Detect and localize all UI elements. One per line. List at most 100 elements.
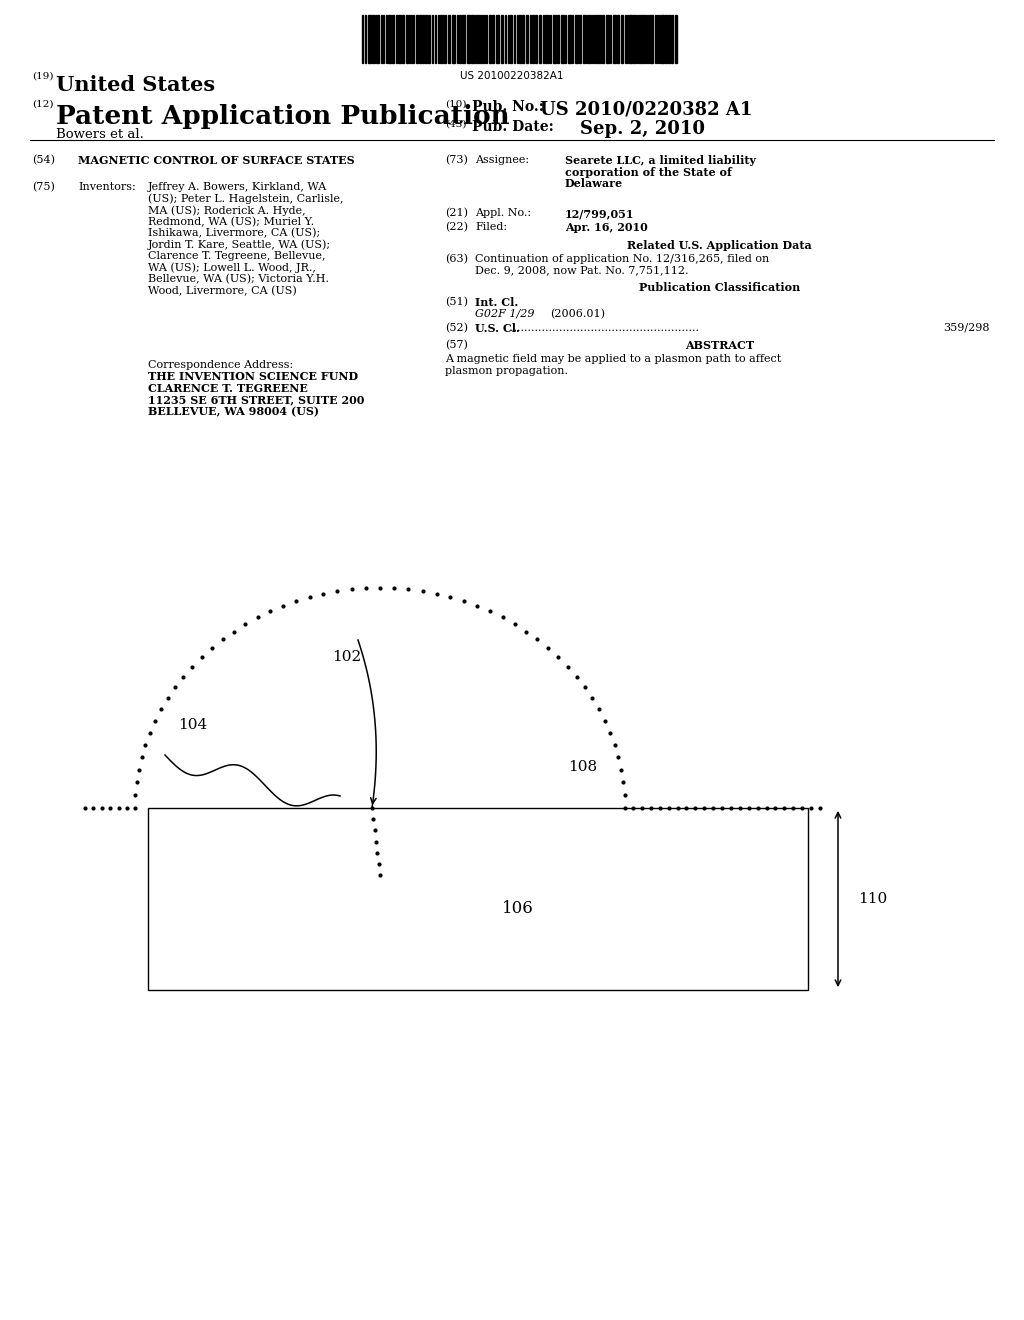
Bar (643, 15, 645, 63)
Text: Ishikawa, Livermore, CA (US);: Ishikawa, Livermore, CA (US); (148, 228, 321, 239)
Text: Searete LLC, a limited liability: Searete LLC, a limited liability (565, 154, 756, 166)
Text: (57): (57) (445, 341, 468, 350)
Text: Redmond, WA (US); Muriel Y.: Redmond, WA (US); Muriel Y. (148, 216, 314, 227)
Text: US 2010/0220382 A1: US 2010/0220382 A1 (540, 100, 753, 117)
Text: Wood, Livermore, CA (US): Wood, Livermore, CA (US) (148, 285, 297, 296)
Text: A magnetic field may be applied to a plasmon path to affect: A magnetic field may be applied to a pla… (445, 354, 781, 364)
Bar (640, 15, 642, 63)
Text: (54): (54) (32, 154, 55, 165)
Bar (557, 15, 559, 63)
Bar (650, 15, 653, 63)
Text: Correspondence Address:: Correspondence Address: (148, 360, 293, 370)
Bar (583, 15, 585, 63)
Text: 11235 SE 6TH STREET, SUITE 200: 11235 SE 6TH STREET, SUITE 200 (148, 395, 365, 405)
Bar (575, 15, 578, 63)
Bar (545, 15, 547, 63)
Bar (492, 15, 494, 63)
Text: Clarence T. Tegreene, Bellevue,: Clarence T. Tegreene, Bellevue, (148, 251, 326, 261)
Text: Continuation of application No. 12/316,265, filed on: Continuation of application No. 12/316,2… (475, 253, 769, 264)
Bar (489, 15, 490, 63)
Bar (422, 15, 424, 63)
Bar (532, 15, 534, 63)
Text: (43): (43) (445, 120, 467, 129)
Bar (501, 15, 503, 63)
Bar (462, 15, 465, 63)
Bar (561, 15, 564, 63)
Bar (535, 15, 537, 63)
Text: Appl. No.:: Appl. No.: (475, 209, 531, 218)
Text: (19): (19) (32, 73, 53, 81)
Text: ABSTRACT: ABSTRACT (685, 341, 754, 351)
Text: Patent Application Publication: Patent Application Publication (56, 104, 510, 129)
Bar (477, 15, 479, 63)
Text: 108: 108 (568, 760, 597, 774)
Text: Delaware: Delaware (565, 178, 624, 189)
Text: Pub. Date:: Pub. Date: (472, 120, 554, 135)
Text: Dec. 9, 2008, now Pat. No. 7,751,112.: Dec. 9, 2008, now Pat. No. 7,751,112. (475, 265, 688, 276)
Bar (617, 15, 618, 63)
Text: CLARENCE T. TEGREENE: CLARENCE T. TEGREENE (148, 383, 308, 393)
Bar (377, 15, 379, 63)
Bar (419, 15, 421, 63)
Text: corporation of the State of: corporation of the State of (565, 166, 732, 177)
Text: G02F 1/29: G02F 1/29 (475, 309, 535, 318)
Bar (425, 15, 427, 63)
Text: U.S. Cl.: U.S. Cl. (475, 323, 520, 334)
Bar (568, 15, 571, 63)
Bar (633, 15, 635, 63)
Text: (52): (52) (445, 323, 468, 334)
Text: United States: United States (56, 75, 215, 95)
Bar (148, 808, 808, 990)
Text: BELLEVUE, WA 98004 (US): BELLEVUE, WA 98004 (US) (148, 407, 319, 417)
Text: Sep. 2, 2010: Sep. 2, 2010 (580, 120, 705, 139)
Bar (471, 15, 474, 63)
Text: Bellevue, WA (US); Victoria Y.H.: Bellevue, WA (US); Victoria Y.H. (148, 275, 329, 284)
Text: Pub. No.:: Pub. No.: (472, 100, 544, 114)
Text: Apr. 16, 2010: Apr. 16, 2010 (565, 222, 648, 234)
Bar (597, 15, 599, 63)
Bar (428, 15, 430, 63)
Bar (539, 15, 541, 63)
Bar (368, 15, 371, 63)
Text: WA (US); Lowell L. Wood, JR.,: WA (US); Lowell L. Wood, JR., (148, 263, 315, 273)
Text: 12/799,051: 12/799,051 (565, 209, 635, 219)
Text: Inventors:: Inventors: (78, 182, 136, 191)
Text: Assignee:: Assignee: (475, 154, 529, 165)
Text: Filed:: Filed: (475, 222, 507, 232)
Text: (73): (73) (445, 154, 468, 165)
Bar (392, 15, 394, 63)
Text: US 20100220382A1: US 20100220382A1 (460, 71, 564, 81)
Text: THE INVENTION SCIENCE FUND: THE INVENTION SCIENCE FUND (148, 371, 358, 383)
Bar (579, 15, 581, 63)
Text: (63): (63) (445, 253, 468, 264)
Bar (526, 15, 528, 63)
Text: Bowers et al.: Bowers et al. (56, 128, 144, 141)
Text: (US); Peter L. Hagelstein, Carlisle,: (US); Peter L. Hagelstein, Carlisle, (148, 194, 343, 205)
Bar (588, 15, 590, 63)
Bar (671, 15, 673, 63)
Text: (12): (12) (32, 100, 53, 110)
Bar (452, 15, 455, 63)
Bar (665, 15, 667, 63)
Text: 106: 106 (502, 900, 534, 916)
Bar (510, 15, 512, 63)
Bar (449, 15, 450, 63)
Text: 110: 110 (858, 892, 887, 906)
Bar (372, 15, 374, 63)
Bar (519, 15, 521, 63)
Bar (440, 15, 442, 63)
Bar (522, 15, 524, 63)
Text: 102: 102 (332, 649, 361, 664)
Bar (398, 15, 401, 63)
Text: Related U.S. Application Data: Related U.S. Application Data (627, 240, 812, 251)
Text: 359/298: 359/298 (943, 323, 990, 333)
Text: Jordin T. Kare, Seattle, WA (US);: Jordin T. Kare, Seattle, WA (US); (148, 239, 331, 249)
Bar (613, 15, 616, 63)
Bar (388, 15, 391, 63)
Bar (621, 15, 623, 63)
Text: (2006.01): (2006.01) (550, 309, 605, 319)
Bar (629, 15, 632, 63)
Text: MAGNETIC CONTROL OF SURFACE STATES: MAGNETIC CONTROL OF SURFACE STATES (78, 154, 354, 166)
Bar (602, 15, 604, 63)
Text: ......................................................: ........................................… (510, 323, 699, 333)
